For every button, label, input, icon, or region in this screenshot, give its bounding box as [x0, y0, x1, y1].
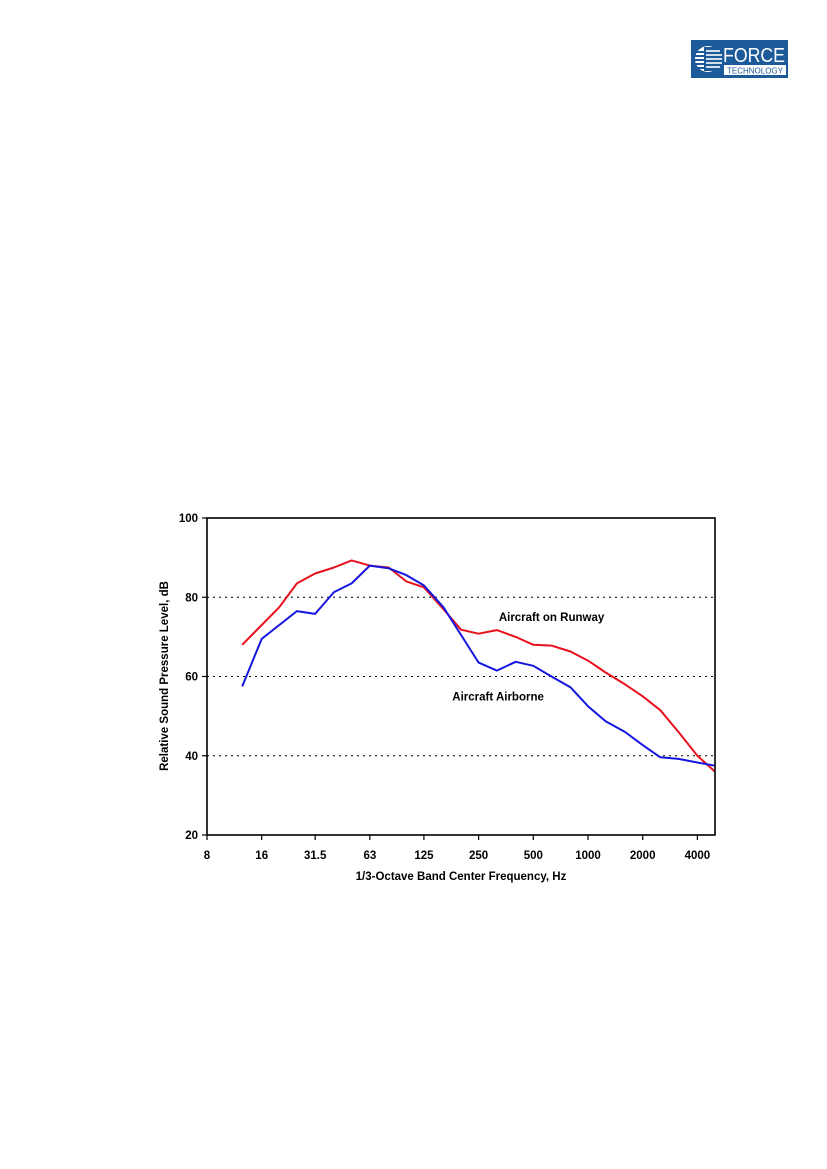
grid-lines: [207, 596, 715, 757]
annotations: Aircraft on Runway Aircraft Airborne: [452, 612, 605, 703]
y-axis-label: Relative Sound Pressure Level, dB: [159, 581, 171, 771]
y-tick-label: 40: [185, 751, 198, 763]
force-technology-logo: FORCE TECHNOLOGY: [691, 40, 788, 78]
x-tick-label: 63: [363, 850, 376, 862]
y-tick-label: 100: [179, 513, 198, 525]
x-tick-label: 8: [204, 850, 211, 862]
series-line-0: [241, 559, 716, 773]
x-tick-label: 500: [524, 850, 543, 862]
y-tick-label: 60: [185, 672, 198, 684]
sound-pressure-chart: 20 40 60 80 100 8 16 31.5 63 125 250 500 1000 2000 400…: [159, 513, 716, 883]
series-line-1: [241, 564, 716, 767]
annotation: Aircraft on Runway: [499, 612, 605, 624]
y-tick-label: 20: [185, 830, 198, 842]
y-tick-label: 80: [185, 592, 198, 604]
x-axis-label: 1/3-Octave Band Center Frequency, Hz: [356, 871, 567, 883]
x-tick-label: 31.5: [304, 850, 327, 862]
x-tick-label: 4000: [685, 850, 711, 862]
x-tick-label: 125: [414, 850, 434, 862]
x-tick-label: 2000: [630, 850, 656, 862]
x-tick-label: 1000: [575, 850, 601, 862]
labels: 20 40 60 80 100 8 16 31.5 63 125 250 500 1000 2000 400…: [179, 513, 710, 862]
series-lines: [241, 559, 716, 773]
logo-subtitle: TECHNOLOGY: [727, 67, 784, 76]
x-tick-label: 16: [255, 850, 268, 862]
x-tick-label: 250: [469, 850, 488, 862]
annotation: Aircraft Airborne: [452, 691, 544, 703]
logo-wordmark: FORCE: [723, 45, 785, 67]
ticks: [202, 517, 698, 840]
